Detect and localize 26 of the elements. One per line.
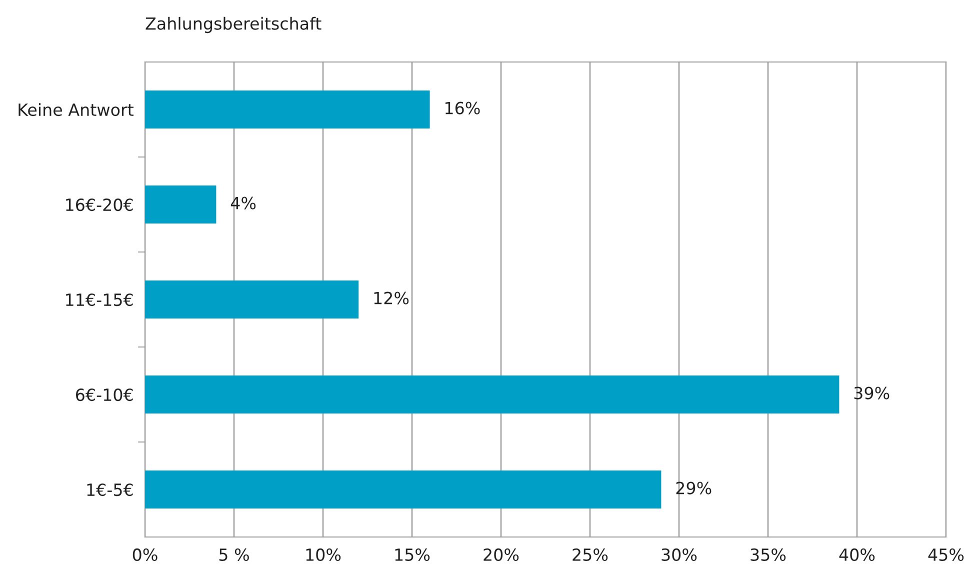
data-label: 4% — [230, 196, 256, 210]
x-tick-label: 10% — [306, 548, 341, 562]
x-tick-label: 20% — [484, 548, 519, 562]
data-label: 16% — [446, 102, 480, 114]
x-tick-label: 25% — [572, 548, 608, 562]
y-tick-label: 1€-5€ — [87, 483, 133, 496]
x-tick-label: 15% — [395, 548, 430, 562]
bar — [145, 470, 662, 508]
x-tick-label: 40% — [839, 548, 875, 562]
bar — [145, 280, 359, 318]
y-tick-label: 11€-15€ — [66, 293, 133, 306]
bar — [145, 186, 216, 224]
data-label: 39% — [854, 386, 890, 400]
x-tick-label: 30% — [662, 548, 697, 562]
y-tick-label: Keine Antwort — [18, 103, 134, 116]
x-tick-label: 5 % — [219, 548, 249, 562]
x-tick-label: 35% — [750, 548, 786, 562]
x-tick-label: 0% — [132, 548, 158, 562]
data-label: 29% — [676, 482, 712, 494]
y-tick-label: 6€-10€ — [76, 388, 133, 402]
chart-title: Zahlungsbereitschaft — [146, 16, 322, 34]
x-tick-label: 45% — [928, 548, 964, 562]
bar — [145, 376, 840, 414]
bar — [145, 90, 430, 128]
data-label: 12% — [374, 292, 409, 304]
y-tick-label: 16€-20€ — [66, 198, 133, 212]
